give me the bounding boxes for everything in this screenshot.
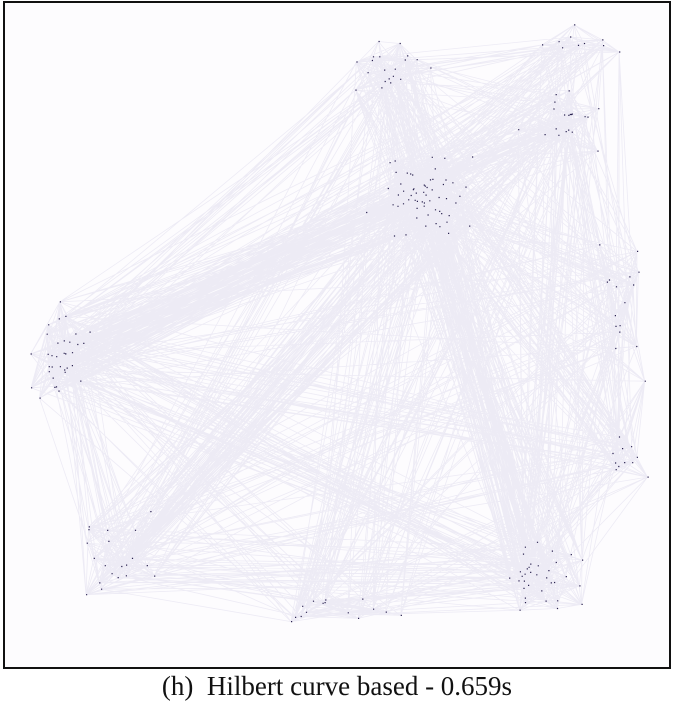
caption-label: (h) — [161, 671, 194, 701]
nodes — [30, 24, 649, 623]
edges — [30, 24, 648, 622]
caption: (h) Hilbert curve based - 0.659s — [0, 671, 674, 702]
edge-lines — [30, 24, 648, 622]
node-dots — [30, 24, 649, 623]
caption-text: Hilbert curve based - 0.659s — [206, 671, 513, 701]
graph-figure — [3, 1, 671, 669]
figure-frame — [3, 1, 671, 669]
